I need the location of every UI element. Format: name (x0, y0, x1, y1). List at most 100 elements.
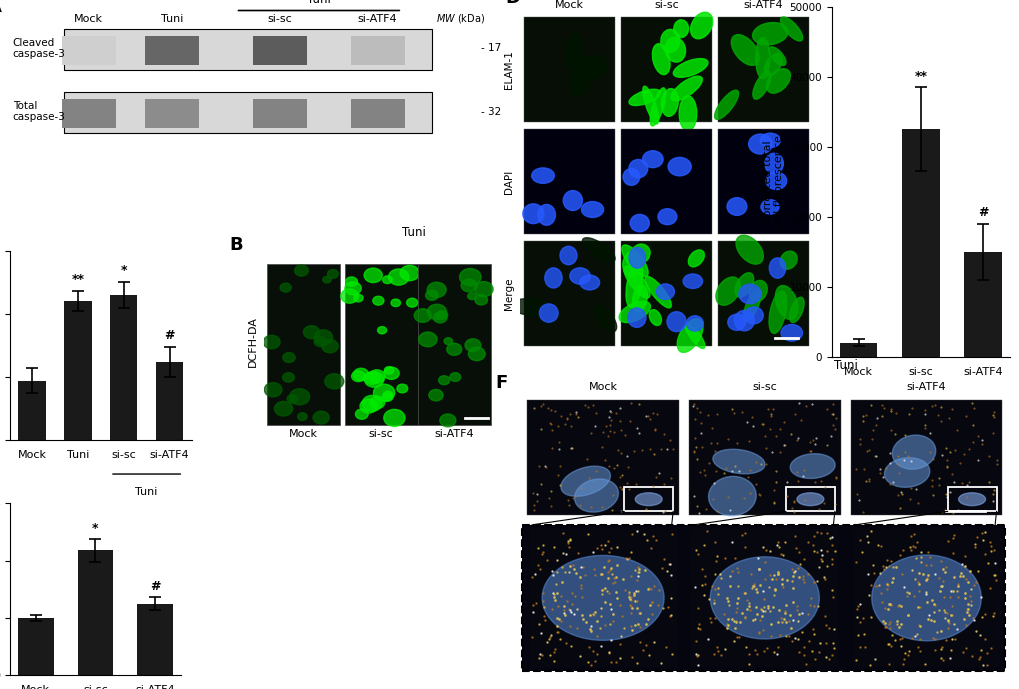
Ellipse shape (735, 273, 753, 297)
Circle shape (384, 367, 393, 374)
Text: Tuni: Tuni (940, 441, 962, 451)
Ellipse shape (780, 17, 802, 41)
Ellipse shape (652, 43, 669, 74)
Ellipse shape (667, 157, 691, 176)
Text: **: ** (71, 273, 85, 286)
Circle shape (282, 373, 294, 382)
Text: ELAM-1: ELAM-1 (503, 50, 514, 90)
Bar (137, 604, 172, 675)
Text: *: * (120, 265, 127, 277)
Ellipse shape (768, 291, 786, 333)
Ellipse shape (796, 493, 823, 506)
Ellipse shape (871, 555, 980, 641)
Ellipse shape (708, 476, 755, 516)
Ellipse shape (562, 191, 582, 211)
Text: A: A (0, 0, 2, 16)
Circle shape (460, 269, 481, 286)
Circle shape (360, 399, 377, 413)
Ellipse shape (755, 37, 769, 79)
Ellipse shape (790, 453, 835, 478)
Ellipse shape (544, 268, 561, 288)
Ellipse shape (559, 246, 577, 265)
Text: DCFH-DA: DCFH-DA (248, 316, 258, 367)
Text: si-ATF4: si-ATF4 (906, 382, 946, 391)
FancyBboxPatch shape (850, 400, 1002, 515)
Ellipse shape (642, 151, 662, 167)
FancyBboxPatch shape (621, 241, 711, 347)
Ellipse shape (626, 263, 642, 307)
Circle shape (467, 293, 476, 300)
Circle shape (427, 282, 445, 298)
Circle shape (436, 311, 447, 320)
Ellipse shape (623, 169, 639, 185)
Y-axis label: Corrected total
cell fluorescence: Corrected total cell fluorescence (762, 135, 784, 229)
FancyBboxPatch shape (527, 400, 679, 515)
Ellipse shape (630, 214, 649, 232)
Ellipse shape (738, 284, 760, 304)
Circle shape (327, 269, 338, 278)
Ellipse shape (628, 308, 645, 327)
FancyBboxPatch shape (621, 130, 711, 234)
Text: Mock: Mock (554, 1, 584, 10)
Text: B: B (229, 236, 243, 254)
FancyBboxPatch shape (621, 17, 711, 123)
FancyBboxPatch shape (717, 130, 808, 234)
Circle shape (286, 395, 298, 403)
Circle shape (439, 414, 455, 427)
Ellipse shape (593, 306, 616, 332)
Ellipse shape (660, 89, 678, 116)
Ellipse shape (714, 90, 738, 119)
Circle shape (474, 282, 492, 297)
Circle shape (314, 330, 332, 344)
Ellipse shape (674, 20, 688, 37)
Bar (840, 343, 876, 357)
Circle shape (345, 277, 357, 287)
Text: DAPI: DAPI (503, 169, 514, 194)
Circle shape (438, 376, 449, 384)
Ellipse shape (715, 277, 740, 305)
Ellipse shape (629, 90, 659, 105)
Ellipse shape (679, 96, 696, 131)
Ellipse shape (655, 284, 674, 300)
Circle shape (282, 353, 294, 362)
Ellipse shape (579, 55, 606, 79)
Text: Mock: Mock (588, 382, 616, 391)
Ellipse shape (763, 54, 782, 76)
Circle shape (449, 373, 461, 382)
Text: - 32: - 32 (480, 107, 500, 116)
Bar (64, 301, 92, 440)
Text: si-sc: si-sc (369, 429, 393, 439)
Circle shape (468, 347, 485, 360)
Circle shape (303, 326, 320, 339)
Ellipse shape (752, 23, 788, 45)
Ellipse shape (619, 301, 650, 322)
Ellipse shape (649, 88, 665, 126)
FancyBboxPatch shape (253, 99, 307, 128)
Ellipse shape (666, 311, 686, 331)
Circle shape (418, 332, 436, 347)
Ellipse shape (565, 34, 581, 67)
FancyBboxPatch shape (64, 92, 431, 134)
Ellipse shape (629, 247, 645, 268)
FancyBboxPatch shape (351, 99, 405, 128)
Circle shape (428, 389, 442, 401)
Circle shape (344, 282, 361, 295)
Ellipse shape (579, 275, 599, 290)
FancyBboxPatch shape (688, 400, 840, 515)
Text: Tuni: Tuni (136, 487, 158, 497)
Circle shape (373, 384, 394, 401)
Ellipse shape (712, 449, 764, 474)
Text: Merge: Merge (503, 278, 514, 310)
Ellipse shape (709, 557, 818, 639)
Ellipse shape (644, 276, 671, 308)
Ellipse shape (664, 37, 685, 62)
Text: - 17: - 17 (480, 43, 500, 54)
Ellipse shape (685, 324, 704, 349)
Ellipse shape (774, 285, 797, 320)
Ellipse shape (759, 133, 780, 147)
Ellipse shape (560, 466, 609, 496)
Ellipse shape (780, 251, 797, 269)
Circle shape (324, 373, 343, 389)
Ellipse shape (541, 555, 663, 640)
FancyBboxPatch shape (64, 28, 431, 70)
